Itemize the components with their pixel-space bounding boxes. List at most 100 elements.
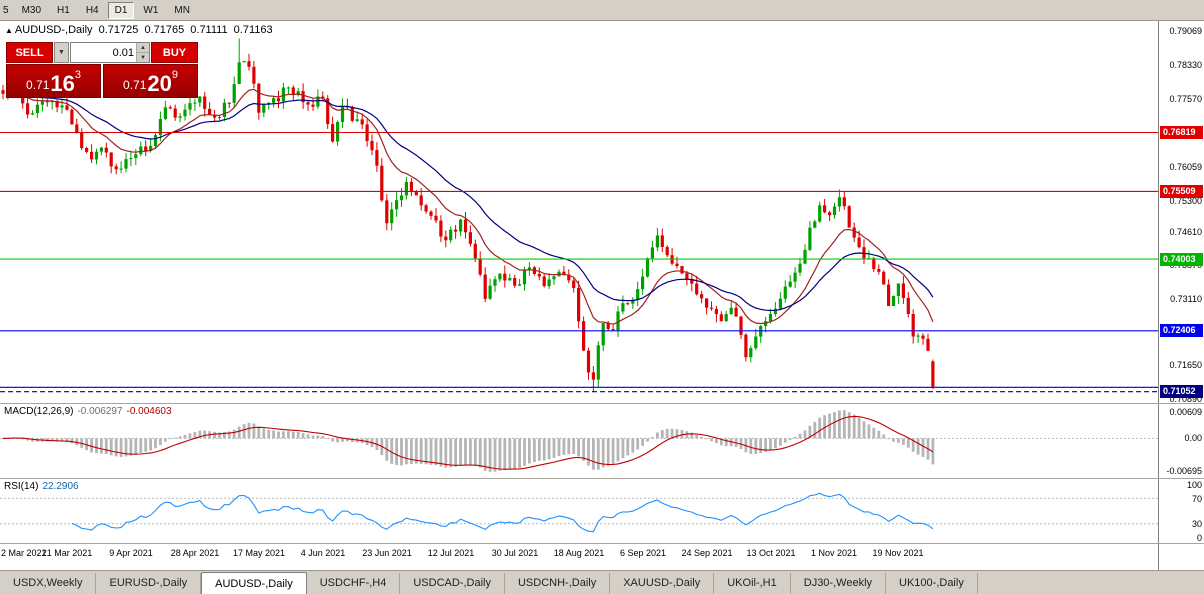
chart-symbol-period: AUDUSD-,Daily: [14, 24, 93, 36]
rsi-axis-label: 70: [1191, 494, 1202, 504]
order-dropdown-icon[interactable]: ▼: [54, 42, 69, 63]
time-axis-label: 1 Nov 2021: [810, 548, 858, 558]
chart-tab-usdchf[interactable]: USDCHF-,H4: [307, 573, 401, 594]
time-axis[interactable]: 2 Mar 2021 21 Mar 2021 9 Apr 2021 28 Apr 20…: [0, 544, 1158, 570]
timeframe-button-h1[interactable]: H1: [57, 4, 70, 16]
buy-price-prefix: 0.71: [123, 78, 147, 92]
time-axis-label: 13 Oct 2021: [746, 548, 796, 558]
sell-price-display[interactable]: 0.71 16 3: [6, 64, 101, 98]
rsi-value: 22.2906: [42, 481, 79, 492]
chart-tab-ukoil[interactable]: UKOil-,H1: [714, 573, 791, 594]
timeframe-button-d1[interactable]: D1: [107, 1, 135, 19]
macd-value: -0.006297: [77, 406, 123, 417]
time-axis-row: 2 Mar 2021 21 Mar 2021 9 Apr 2021 28 Apr 20…: [0, 544, 1204, 570]
chart-title: ▲ AUDUSD-,Daily 0.71725 0.71765 0.71111 0…: [5, 24, 276, 36]
pane-splitter[interactable]: [0, 478, 1204, 479]
chart-tab-usdcad[interactable]: USDCAD-,Daily: [400, 573, 505, 594]
price-tag: 0.75509: [1160, 185, 1203, 198]
volume-input[interactable]: 0.01: [112, 47, 134, 59]
time-axis-label: 30 Jul 2021: [491, 548, 539, 558]
price-axis-label: 0.77570: [1169, 94, 1202, 104]
rsi-axis: 100 70 30 0: [1158, 479, 1204, 543]
volume-down-button[interactable]: ▼: [137, 53, 149, 62]
price-axis-label: 0.70890: [1169, 394, 1202, 403]
sell-price-sup: 3: [74, 69, 81, 81]
rsi-name: RSI(14): [4, 481, 39, 492]
price-axis-label: 0.74610: [1169, 227, 1202, 237]
ohlc-open: 0.71725: [98, 24, 139, 36]
rsi-label: RSI(14) 22.2906: [4, 481, 83, 492]
one-click-trading-widget: SELL ▼ 0.01 ▲ ▼ BUY 0.71: [6, 42, 198, 98]
volume-field[interactable]: 0.01 ▲ ▼: [70, 42, 150, 63]
volume-up-button[interactable]: ▲: [137, 43, 149, 53]
price-tag: 0.74003: [1160, 253, 1203, 266]
chart-window: ▲ AUDUSD-,Daily 0.71725 0.71765 0.71111 0…: [0, 21, 1204, 570]
time-axis-label: 17 May 2021: [232, 548, 286, 558]
time-axis-label: 19 Nov 2021: [872, 548, 924, 558]
price-tag: 0.71052: [1160, 385, 1203, 398]
price-axis-label: 0.75300: [1169, 196, 1202, 206]
timeframe-button-w1[interactable]: W1: [143, 4, 159, 16]
time-axis-label: 24 Sep 2021: [681, 548, 733, 558]
chart-tab-usdx[interactable]: USDX,Weekly: [0, 573, 97, 594]
macd-axis-label: 0.00: [1184, 433, 1202, 443]
sell-button[interactable]: SELL: [6, 42, 53, 63]
time-axis-label: 4 Jun 2021: [300, 548, 346, 558]
macd-axis-label: 0.00609: [1169, 407, 1202, 417]
timeframe-toolbar: 5 M30 H1 H4 D1 W1 MN: [0, 0, 1204, 21]
sell-price-big: 16: [50, 71, 75, 96]
rsi-chart[interactable]: RSI(14) 22.2906: [0, 479, 1158, 543]
chart-tab-dj30[interactable]: DJ30-,Weekly: [791, 573, 887, 594]
chart-tab-usdcnh[interactable]: USDCNH-,Daily: [505, 573, 611, 594]
buy-price-sup: 9: [171, 69, 178, 81]
price-axis-label: 0.71650: [1169, 360, 1202, 370]
chart-tab-xauusd[interactable]: XAUUSD-,Daily: [610, 573, 715, 594]
timeframe-button-mn[interactable]: MN: [174, 4, 190, 16]
rsi-axis-label: 100: [1186, 480, 1202, 490]
time-axis-label: 23 Jun 2021: [362, 548, 412, 558]
time-axis-label: 6 Sep 2021: [619, 548, 667, 558]
sell-price-prefix: 0.71: [26, 78, 50, 92]
time-axis-label: 9 Apr 2021: [109, 548, 153, 558]
price-pane: ▲ AUDUSD-,Daily 0.71725 0.71765 0.71111 0…: [0, 21, 1204, 403]
price-axis-label: 0.73110: [1170, 294, 1202, 304]
macd-label: MACD(12,26,9) -0.006297 -0.004603: [4, 406, 176, 417]
buy-price-big: 20: [147, 71, 172, 96]
time-axis-label: 21 Mar 2021: [41, 548, 93, 558]
rsi-pane: RSI(14) 22.2906 100 70 30 0: [0, 479, 1204, 543]
chart-tab-eurusd[interactable]: EURUSD-,Daily: [96, 573, 202, 594]
chart-tabbar: USDX,Weekly EURUSD-,Daily AUDUSD-,Daily USD…: [0, 570, 1204, 594]
price-axis-label: 0.78330: [1169, 60, 1202, 70]
buy-price-display[interactable]: 0.71 20 9: [103, 64, 198, 98]
price-tag: 0.76819: [1160, 126, 1203, 139]
price-tag: 0.72406: [1160, 324, 1203, 337]
axis-corner: [1158, 544, 1204, 570]
candlestick-plot: [0, 21, 1158, 403]
rsi-axis-label: 0: [1196, 533, 1202, 543]
one-click-collapse-icon[interactable]: ▲: [5, 26, 13, 35]
time-axis-label: 12 Jul 2021: [427, 548, 475, 558]
pane-splitter[interactable]: [0, 543, 1204, 544]
macd-axis-label: -0.00695: [1166, 466, 1202, 476]
ohlc-close: 0.71163: [233, 24, 273, 36]
time-axis-label: 2 Mar 2021: [1, 548, 47, 558]
buy-button[interactable]: BUY: [151, 42, 198, 63]
macd-signal-value: -0.004603: [126, 406, 172, 417]
rsi-axis-label: 30: [1191, 519, 1202, 529]
timeframe-button-5[interactable]: 5: [3, 4, 9, 16]
timeframe-button-h4[interactable]: H4: [85, 4, 99, 16]
price-axis-label: 0.76059: [1169, 162, 1202, 172]
ohlc-high: 0.71765: [144, 24, 185, 36]
chart-tab-audusd[interactable]: AUDUSD-,Daily: [201, 572, 307, 594]
pane-splitter[interactable]: [0, 403, 1204, 404]
macd-plot-area: [0, 404, 1158, 478]
macd-name: MACD(12,26,9): [4, 406, 74, 417]
volume-spinner: ▲ ▼: [136, 43, 149, 62]
macd-chart[interactable]: MACD(12,26,9) -0.006297 -0.004603: [0, 404, 1158, 478]
time-axis-label: 18 Aug 2021: [553, 548, 605, 558]
macd-pane: MACD(12,26,9) -0.006297 -0.004603 0.00609 0…: [0, 404, 1204, 478]
timeframe-button-m30[interactable]: M30: [21, 4, 42, 16]
chart-tab-uk100[interactable]: UK100-,Daily: [886, 573, 978, 594]
price-chart[interactable]: ▲ AUDUSD-,Daily 0.71725 0.71765 0.71111 0…: [0, 21, 1158, 403]
